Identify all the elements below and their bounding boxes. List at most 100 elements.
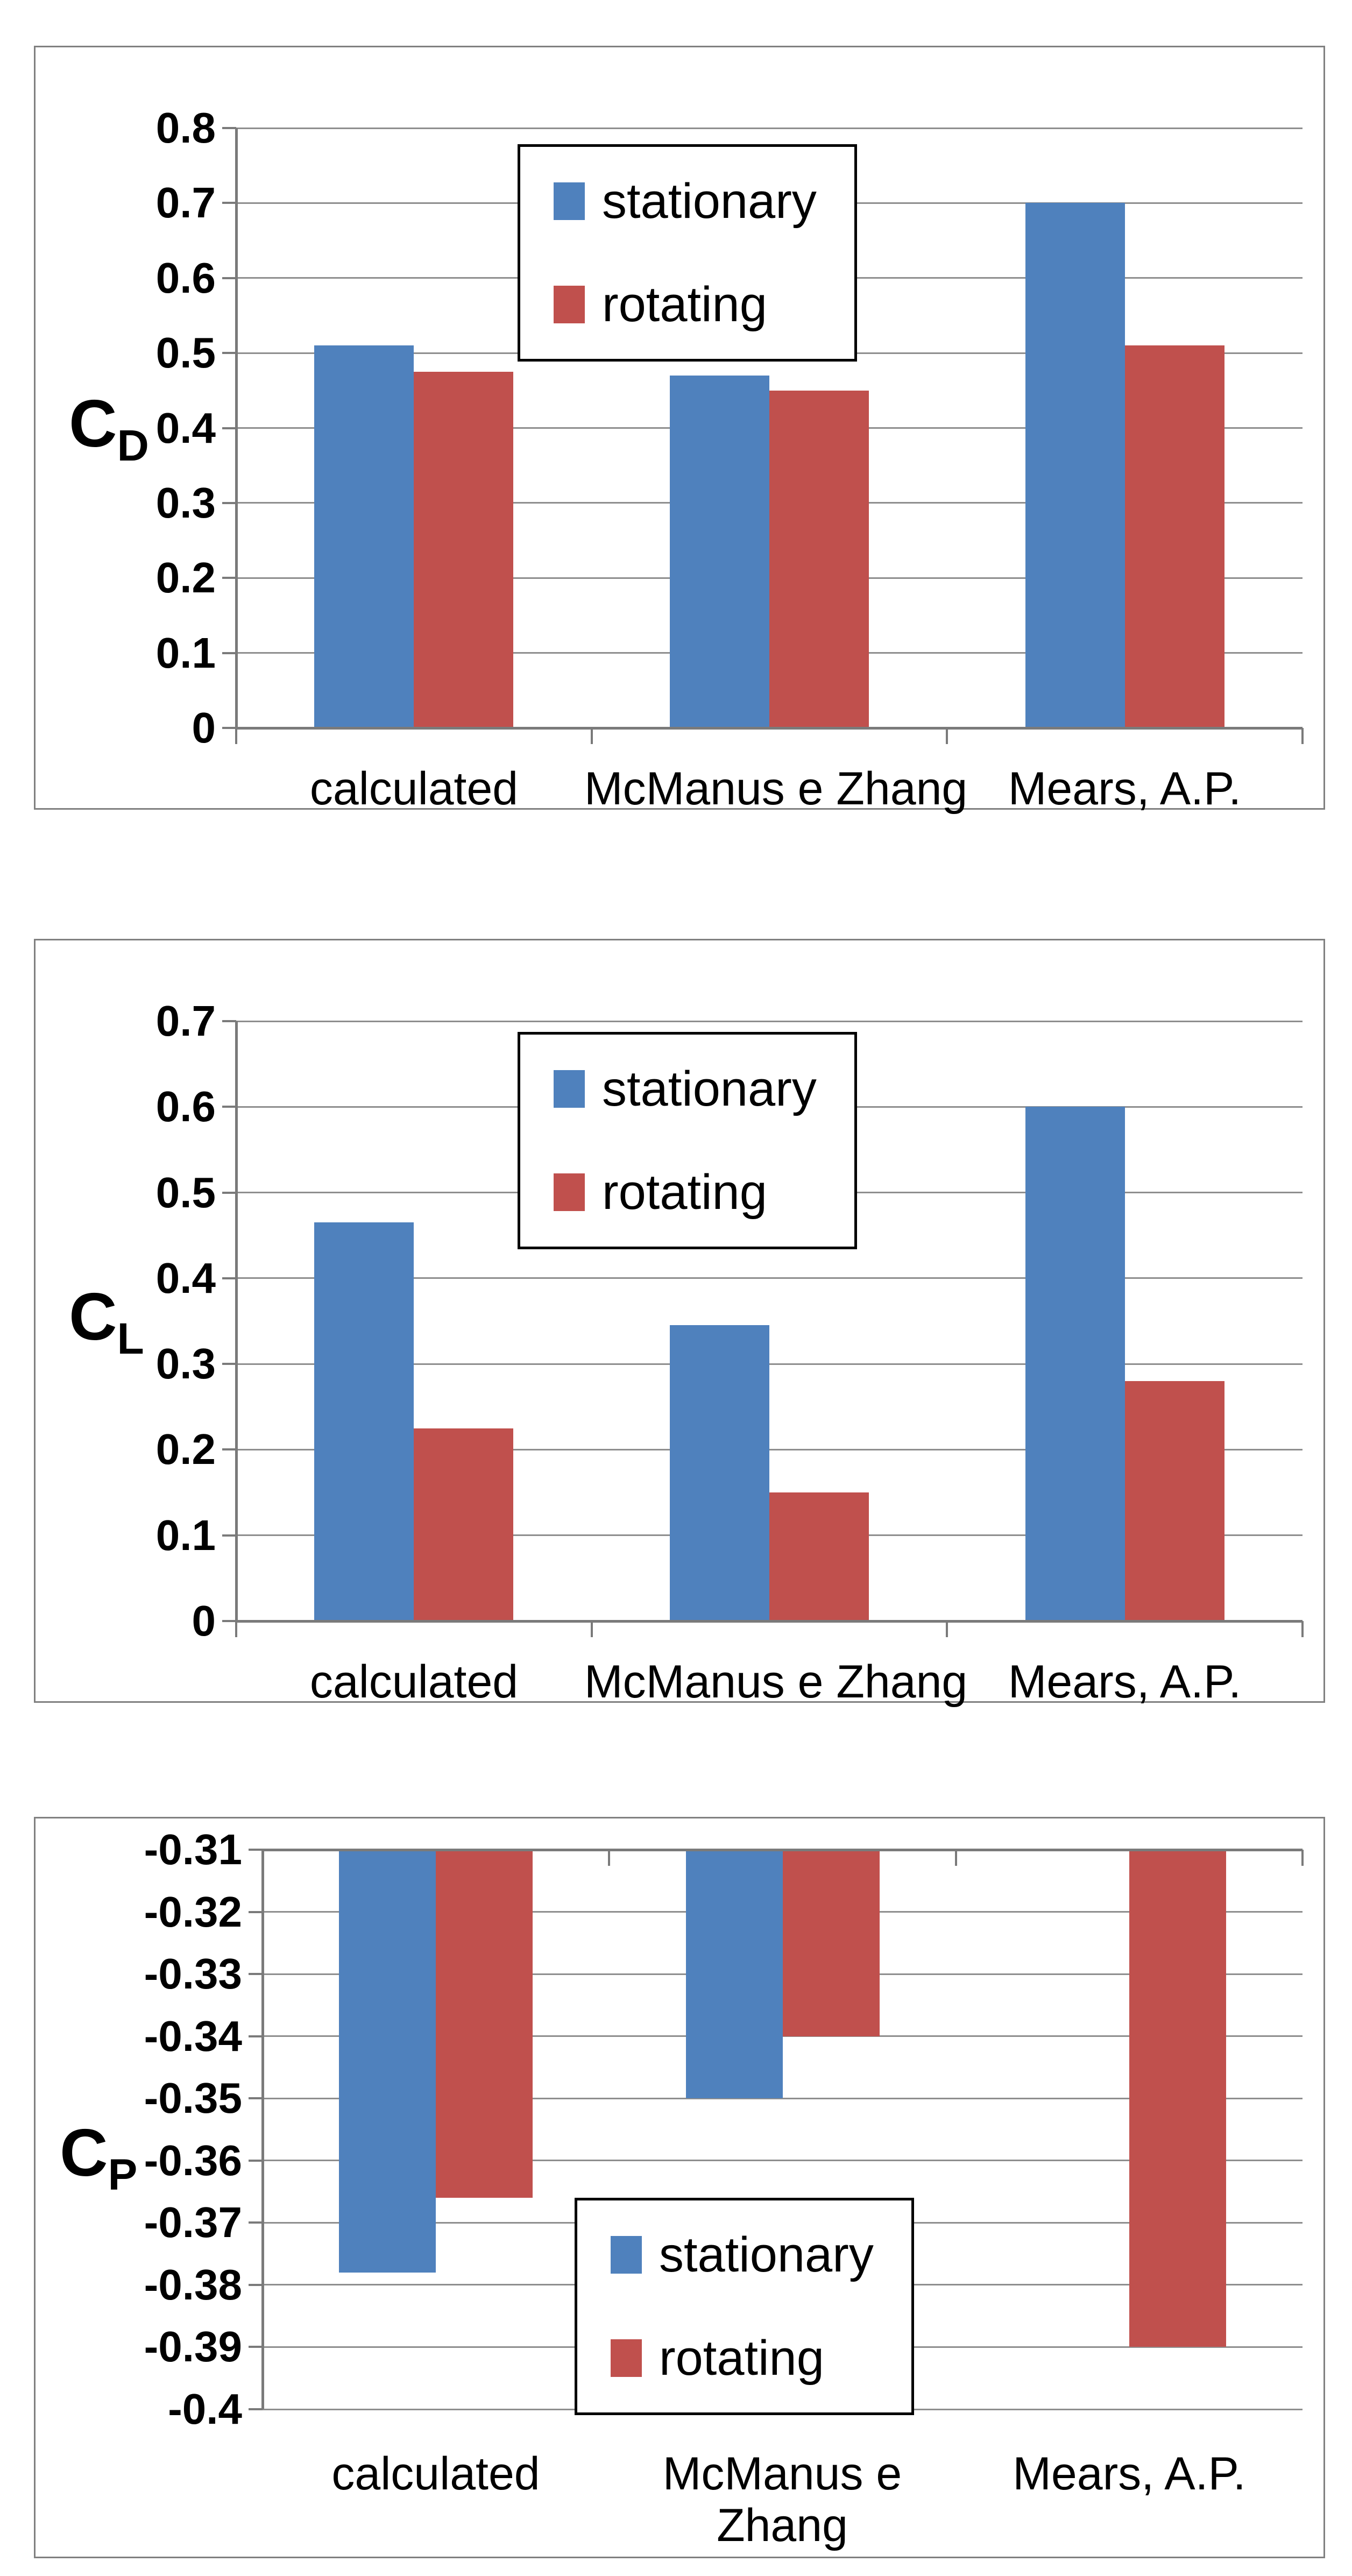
- y-tick-mark: [222, 1020, 236, 1022]
- y-tick-mark: [249, 1973, 263, 1975]
- category-label-calculated: calculated: [309, 763, 519, 815]
- bar-rotating-calculated: [436, 1850, 533, 2198]
- y-axis-title: CD: [69, 391, 149, 468]
- bar-stationary-mcmanus-e-zhang: [670, 1325, 769, 1621]
- gridline: [263, 2160, 1303, 2161]
- y-axis-line: [235, 128, 238, 728]
- category-label-mears-a-p: Mears, A.P.: [1008, 763, 1242, 815]
- gridline: [236, 1277, 1303, 1279]
- y-tick-mark: [249, 2408, 263, 2410]
- y-tick-label: -0.36: [144, 2136, 242, 2184]
- x-tick-mark: [955, 1850, 957, 1866]
- x-axis-line: [263, 1849, 1303, 1851]
- y-tick-mark: [222, 577, 236, 579]
- y-axis-title-base: C: [69, 387, 117, 461]
- y-tick-label: 0.8: [155, 104, 216, 152]
- y-tick-mark: [222, 1277, 236, 1279]
- y-tick-mark: [222, 1448, 236, 1450]
- y-tick-label: -0.39: [144, 2323, 242, 2370]
- bar-stationary-mcmanus-e-zhang: [670, 376, 769, 728]
- category-label-calculated: calculated: [309, 1656, 519, 1708]
- y-tick-label: -0.31: [144, 1825, 242, 1873]
- y-axis-line: [235, 1021, 238, 1621]
- y-tick-mark: [222, 1534, 236, 1537]
- y-tick-mark: [249, 1911, 263, 1913]
- y-tick-label: -0.34: [144, 2012, 242, 2060]
- y-axis-line: [261, 1850, 264, 2409]
- y-tick-mark: [249, 2097, 263, 2099]
- y-tick-mark: [249, 2035, 263, 2037]
- legend-item-rotating: rotating: [554, 280, 817, 329]
- y-tick-label: 0.3: [155, 1340, 216, 1388]
- y-tick-label: 0: [192, 704, 216, 752]
- legend-item-rotating: rotating: [554, 1167, 817, 1217]
- y-axis-title-base: C: [60, 2116, 108, 2190]
- x-axis-line: [236, 727, 1303, 730]
- y-tick-label: -0.38: [144, 2261, 242, 2309]
- legend-label-rotating: rotating: [602, 277, 767, 332]
- x-tick-mark: [946, 728, 948, 744]
- x-tick-mark: [946, 1621, 948, 1637]
- y-tick-mark: [222, 502, 236, 504]
- chart-cl: 0.7 0.6 0.5 0.4 0.3 0.2 0.1 0 calculated McManus …: [34, 939, 1325, 1708]
- legend-label-rotating: rotating: [659, 2331, 824, 2386]
- y-tick-label: 0.6: [155, 254, 216, 302]
- bar-stationary-calculated: [314, 345, 414, 728]
- bar-stationary-calculated: [339, 1850, 436, 2273]
- bar-rotating-mcmanus-e-zhang: [769, 391, 869, 728]
- legend-item-stationary: stationary: [611, 2230, 874, 2280]
- y-tick-mark: [249, 2221, 263, 2224]
- y-tick-mark: [222, 727, 236, 729]
- chart-cd: 0.8 0.7 0.6 0.5 0.4 0.3 0.2 0.1 0 calculated McMan…: [34, 46, 1325, 815]
- y-tick-label: 0.4: [155, 404, 216, 452]
- y-axis-title: CP: [60, 2120, 137, 2197]
- y-tick-mark: [222, 652, 236, 654]
- y-tick-label: 0: [192, 1597, 216, 1645]
- legend-label-stationary: stationary: [659, 2227, 874, 2282]
- y-tick-label: -0.35: [144, 2074, 242, 2122]
- x-tick-mark: [1301, 1850, 1304, 1866]
- y-tick-label: 0.7: [155, 179, 216, 227]
- y-tick-label: -0.33: [144, 1950, 242, 1998]
- gridline: [236, 1021, 1303, 1022]
- legend-item-rotating: rotating: [611, 2333, 874, 2383]
- x-tick-mark: [608, 1850, 610, 1866]
- bar-rotating-mcmanus-e-zhang: [769, 1492, 869, 1621]
- bar-stationary-mears-a-p: [1025, 1107, 1125, 1621]
- y-tick-label: 0.6: [155, 1082, 216, 1130]
- y-tick-label: 0.7: [155, 997, 216, 1045]
- bar-stationary-mears-a-p: [1025, 203, 1125, 728]
- bar-rotating-mears-a-p: [1129, 1850, 1226, 2347]
- y-tick-label: 0.5: [155, 1169, 216, 1216]
- chart-cp: -0.31 -0.32 -0.33 -0.34 -0.35 -0.36 -0.37 -0.38…: [34, 1817, 1325, 2558]
- y-tick-label: 0.2: [155, 1425, 216, 1473]
- category-label-mears-a-p: Mears, A.P.: [1008, 1656, 1242, 1708]
- y-tick-label: 0.1: [155, 1511, 216, 1559]
- legend-swatch-rotating: [611, 2339, 642, 2377]
- y-tick-mark: [249, 2160, 263, 2162]
- y-axis-title-base: C: [69, 1280, 117, 1354]
- y-tick-mark: [222, 202, 236, 204]
- y-tick-label: 0.3: [155, 479, 216, 527]
- bar-rotating-calculated: [414, 372, 513, 728]
- legend: stationary rotating: [575, 2198, 914, 2415]
- category-label-mcmanus-e-zhang: McManus e Zhang: [662, 2448, 902, 2552]
- y-tick-mark: [222, 127, 236, 129]
- x-tick-mark: [1301, 1621, 1304, 1637]
- legend-item-stationary: stationary: [554, 1064, 817, 1114]
- y-tick-label: 0.4: [155, 1254, 216, 1302]
- legend-item-stationary: stationary: [554, 176, 817, 226]
- y-tick-mark: [222, 1363, 236, 1365]
- legend-label-stationary: stationary: [602, 174, 817, 229]
- y-tick-label: -0.32: [144, 1888, 242, 1936]
- x-tick-mark: [235, 728, 237, 744]
- y-tick-label: 0.5: [155, 329, 216, 377]
- legend-swatch-rotating: [554, 286, 585, 323]
- bar-rotating-mears-a-p: [1125, 1381, 1224, 1621]
- category-label-calculated: calculated: [331, 2448, 540, 2500]
- x-axis-line: [236, 1620, 1303, 1623]
- y-tick-mark: [222, 427, 236, 429]
- legend-label-stationary: stationary: [602, 1061, 817, 1116]
- gridline: [236, 1363, 1303, 1365]
